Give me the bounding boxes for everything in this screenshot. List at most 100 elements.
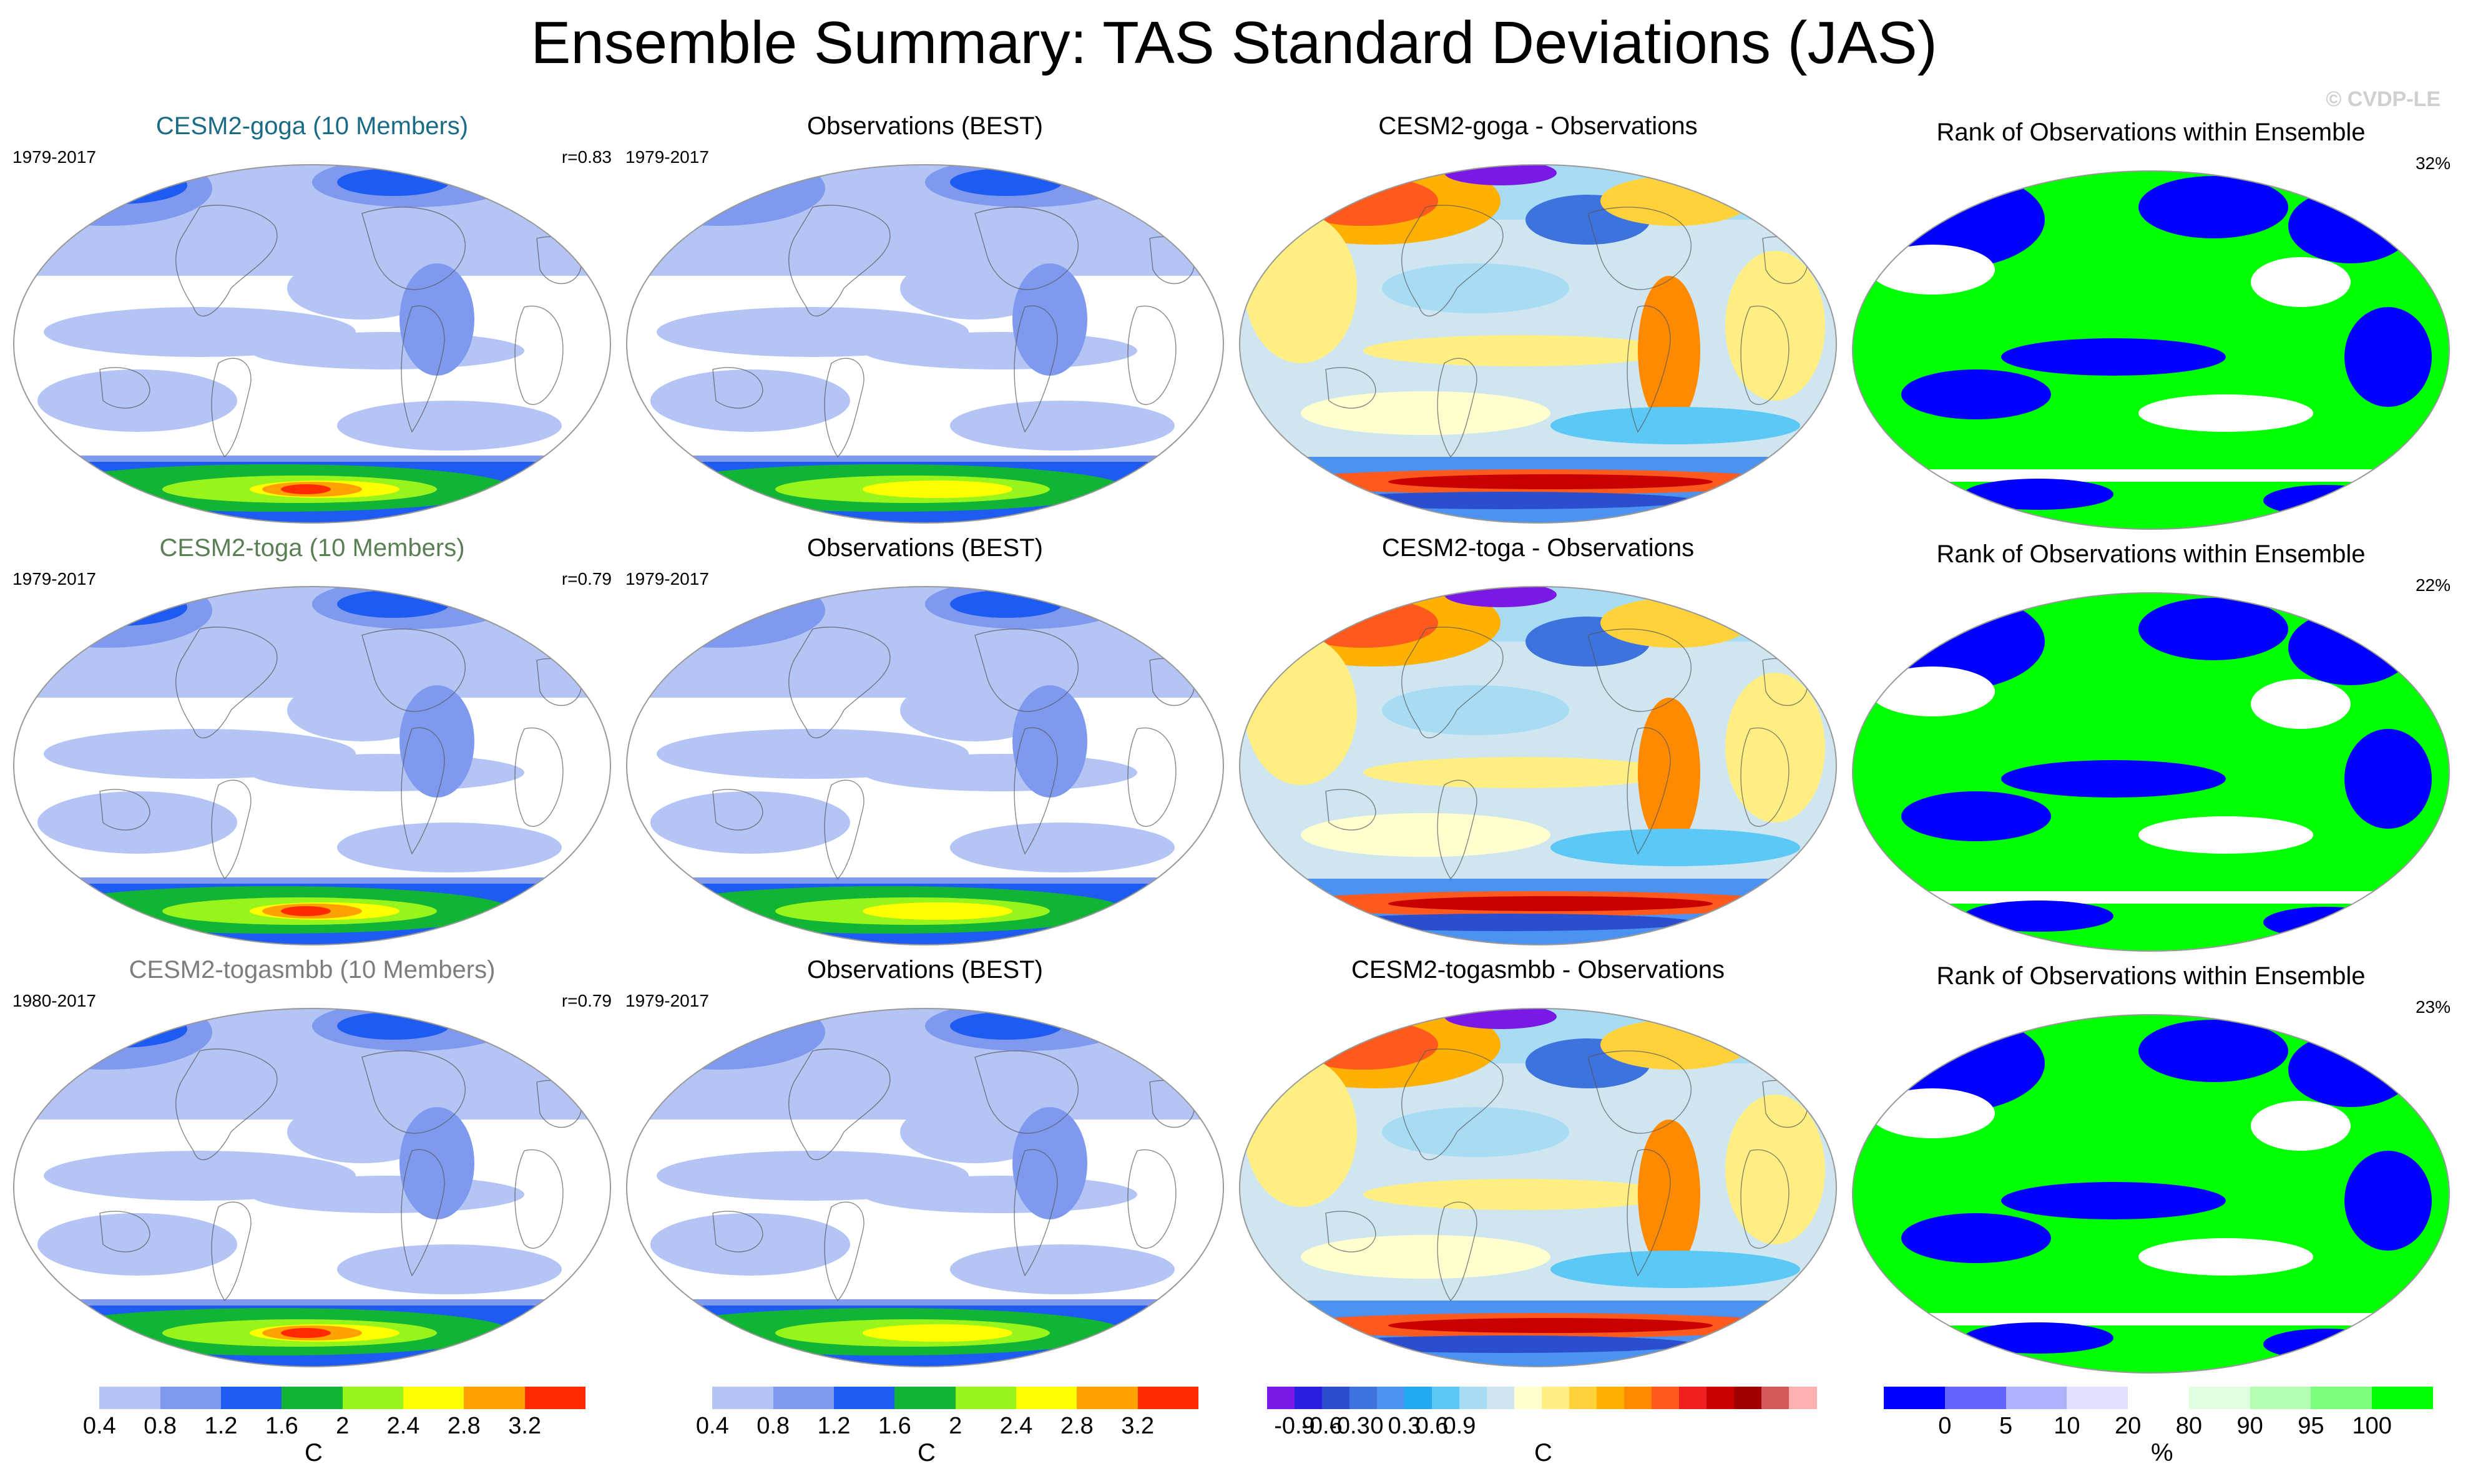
map-obs-std	[626, 164, 1224, 524]
field-region	[1901, 1213, 2051, 1263]
coastline	[1401, 1048, 1504, 1161]
field-region	[1363, 757, 1675, 788]
colorbar-box	[342, 1387, 404, 1409]
colorbar-box	[1137, 1387, 1199, 1409]
panel-correlation: r=0.79	[561, 569, 612, 588]
panel-obs-row3: Observations (BEST) 1979-2017	[625, 956, 1225, 1368]
colorbar-tick-label: 1.2	[204, 1413, 238, 1439]
field-region	[2288, 610, 2413, 685]
field-region	[650, 1213, 850, 1276]
field-region	[1388, 896, 1713, 911]
coastline	[1127, 1149, 1177, 1249]
colorbar-box	[1624, 1387, 1652, 1409]
colorbar-unit: C	[1534, 1439, 1552, 1467]
colorbar-box	[2188, 1387, 2251, 1409]
coastline	[99, 789, 150, 831]
field-region	[1870, 245, 1995, 295]
map-outline	[13, 1008, 611, 1367]
field-region	[900, 257, 1050, 320]
map-outline	[13, 164, 611, 524]
field-band	[14, 165, 610, 238]
colorbar-box	[1514, 1387, 1542, 1409]
field-region	[337, 1012, 449, 1040]
colorbar-box	[1295, 1387, 1323, 1409]
coastline	[99, 1211, 150, 1252]
coastline	[1325, 789, 1376, 831]
field-region	[2344, 729, 2432, 829]
colorbar-tick-label: 80	[2175, 1413, 2203, 1439]
coastline	[514, 727, 564, 827]
colorbar-box	[221, 1387, 282, 1409]
coastline	[1627, 305, 1671, 433]
panel-model-row2: CESM2-toga (10 Members) 1979-2017 r=0.79	[12, 534, 612, 946]
field-region	[2138, 176, 2288, 238]
field-region	[1870, 1088, 1995, 1138]
coastline	[788, 627, 891, 739]
colorbar-tick-label: 1.2	[817, 1413, 851, 1439]
coastline	[824, 779, 864, 880]
coastline	[788, 205, 891, 317]
map-outline	[626, 586, 1224, 945]
field-region	[250, 1176, 524, 1213]
colorbar-box	[652, 1387, 713, 1409]
colorbar-tick-label: -0.9	[1274, 1413, 1315, 1439]
field-region	[399, 1107, 474, 1219]
field-region	[281, 1328, 331, 1338]
colorbar-box	[894, 1387, 956, 1409]
coastline	[361, 1050, 466, 1134]
colorbar-box	[282, 1387, 343, 1409]
colorbar-box	[464, 1387, 526, 1409]
field-region	[1363, 335, 1675, 366]
field-region	[50, 588, 187, 626]
field-region	[1901, 369, 2051, 419]
map-outline	[1239, 164, 1837, 524]
field-region	[287, 679, 437, 741]
field-region	[1964, 1322, 2113, 1354]
coastline	[1740, 305, 1790, 405]
field-region	[2001, 760, 2226, 798]
colorbar-tick-label: -0.3	[1329, 1413, 1370, 1439]
panel-title: Rank of Observations within Ensemble	[1936, 540, 2366, 568]
coastline	[211, 779, 252, 880]
coastline	[974, 628, 1079, 712]
colorbar-box	[39, 1387, 100, 1409]
colorbar-box	[1679, 1387, 1707, 1409]
coastline	[175, 1048, 278, 1161]
coastline	[361, 628, 466, 712]
map-outline	[1239, 1008, 1837, 1367]
field-region	[1301, 1235, 1550, 1279]
coastline	[1740, 727, 1790, 827]
colorbar-rank: 0 5 10 20 80 90 95 100%	[1884, 1387, 2434, 1468]
colorbar-tick-label: 2.8	[1060, 1413, 1094, 1439]
coastline	[1437, 779, 1477, 880]
colorbar-tick-label: 20	[2114, 1413, 2142, 1439]
field-region	[1320, 1335, 1694, 1353]
field-region	[1725, 673, 1825, 823]
map-model-std	[13, 586, 611, 945]
colorbar-box	[2067, 1387, 2128, 1409]
colorbar-box	[1349, 1387, 1378, 1409]
colorbar-box	[524, 1387, 586, 1409]
field-region	[1725, 1095, 1825, 1244]
coastline	[1627, 1149, 1671, 1277]
colorbar-tick-label: 3.2	[1121, 1413, 1155, 1439]
panel-title: Rank of Observations within Ensemble	[1936, 119, 2366, 146]
field-region	[1320, 492, 1694, 509]
panel-diff-row3: CESM2-togasmbb - Observations	[1238, 956, 1838, 1368]
panel-correlation: r=0.83	[561, 147, 612, 167]
field-band	[1853, 1313, 2449, 1325]
panel-model-row3: CESM2-togasmbb (10 Members) 1980-2017 r=…	[12, 956, 612, 1368]
field-region	[287, 257, 437, 320]
colorbar-box	[1267, 1387, 1295, 1409]
coastline	[1325, 367, 1376, 409]
colorbar-std-model: 0.4 0.8 1.2 1.6 2 2.4 2.8 3.2 C	[39, 1387, 586, 1468]
field-region	[1964, 479, 2113, 510]
field-band	[14, 1008, 610, 1082]
field-region	[2344, 1151, 2432, 1251]
colorbar-box	[2005, 1387, 2067, 1409]
colorbar-box	[1432, 1387, 1460, 1409]
coastline	[712, 789, 763, 831]
field-region	[2251, 679, 2351, 729]
field-band	[627, 165, 1223, 238]
colorbar-box	[955, 1387, 1017, 1409]
